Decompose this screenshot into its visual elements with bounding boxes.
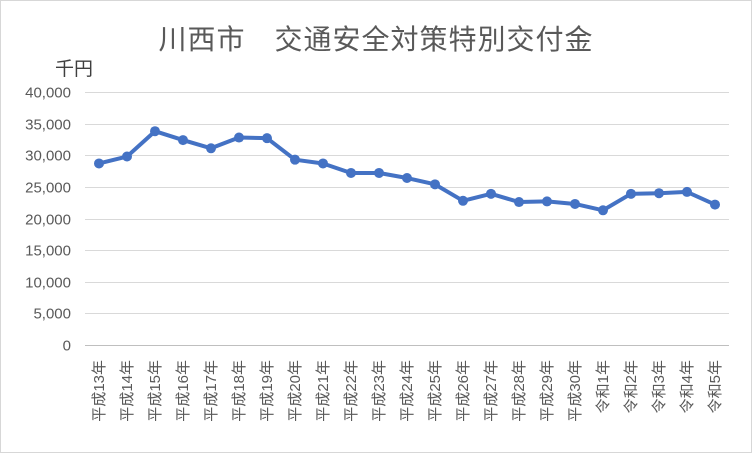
data-point-marker: [458, 195, 468, 206]
data-point-marker: [570, 198, 580, 209]
y-tick-label: 35,000: [25, 117, 71, 134]
data-point-marker: [318, 158, 328, 169]
data-point-marker: [374, 167, 384, 178]
x-category-label: 平成20年: [287, 360, 304, 422]
x-category-label: 令和4年: [679, 360, 696, 413]
x-category-label: 平成22年: [343, 360, 360, 422]
chart-title: 川西市 交通安全対策特別交付金: [158, 24, 594, 55]
y-tick-label: 5,000: [33, 306, 71, 323]
x-category-label: 平成18年: [231, 360, 248, 422]
y-tick-label: 25,000: [25, 180, 71, 197]
data-point-marker: [626, 188, 636, 199]
y-tick-label: 10,000: [25, 275, 71, 292]
x-category-label: 平成29年: [539, 360, 556, 422]
data-point-marker: [514, 197, 524, 208]
x-category-label: 平成24年: [399, 360, 416, 422]
gridlines: [85, 92, 729, 346]
x-category-label: 平成14年: [119, 360, 136, 422]
data-point-marker: [178, 135, 188, 146]
x-category-label: 平成30年: [567, 360, 584, 422]
x-category-label: 平成26年: [455, 360, 472, 422]
x-category-label: 平成16年: [175, 360, 192, 422]
y-tick-label: 30,000: [25, 148, 71, 165]
x-category-label: 平成25年: [427, 360, 444, 422]
x-category-label: 平成21年: [315, 360, 332, 422]
x-category-label: 平成19年: [259, 360, 276, 422]
x-category-label: 平成17年: [203, 360, 220, 422]
x-category-label: 平成15年: [147, 360, 164, 422]
y-tick-label: 0: [63, 338, 71, 355]
x-category-label: 平成13年: [91, 360, 108, 422]
data-point-marker: [290, 154, 300, 165]
data-point-marker: [346, 167, 356, 178]
data-point-marker: [542, 196, 552, 207]
data-point-marker: [94, 158, 104, 169]
data-point-marker: [234, 132, 244, 143]
x-axis-category-labels: 平成13年 平成14年 平成15年 平成16年 平成17年 平成18年 平成19年 平成20年…: [91, 360, 724, 422]
x-category-label: 令和5年: [707, 360, 724, 413]
data-point-marker: [486, 188, 496, 199]
data-point-marker: [122, 151, 132, 162]
data-point-marker: [262, 133, 272, 144]
data-point-marker: [430, 179, 440, 190]
y-tick-label: 40,000: [25, 85, 71, 102]
data-series: [94, 126, 720, 216]
y-axis-tick-labels: 0 5,000 10,000 15,000 20,000 25,000 30,000 35,0…: [25, 85, 71, 355]
x-category-label: 平成23年: [371, 360, 388, 422]
x-category-label: 平成27年: [483, 360, 500, 422]
data-line: [97, 129, 717, 213]
x-category-label: 令和3年: [651, 360, 668, 413]
y-tick-label: 20,000: [25, 212, 71, 229]
x-category-label: 令和2年: [623, 360, 640, 413]
data-point-marker: [710, 199, 720, 210]
x-category-label: 令和1年: [595, 360, 612, 413]
data-point-marker: [206, 143, 216, 154]
y-axis-unit-label: 千円: [55, 59, 94, 80]
data-point-marker: [150, 126, 160, 137]
data-point-marker: [654, 188, 664, 199]
y-tick-label: 15,000: [25, 243, 71, 260]
x-category-label: 平成28年: [511, 360, 528, 422]
data-point-marker: [402, 173, 412, 184]
data-point-marker: [598, 205, 608, 216]
data-point-marker: [682, 186, 692, 197]
